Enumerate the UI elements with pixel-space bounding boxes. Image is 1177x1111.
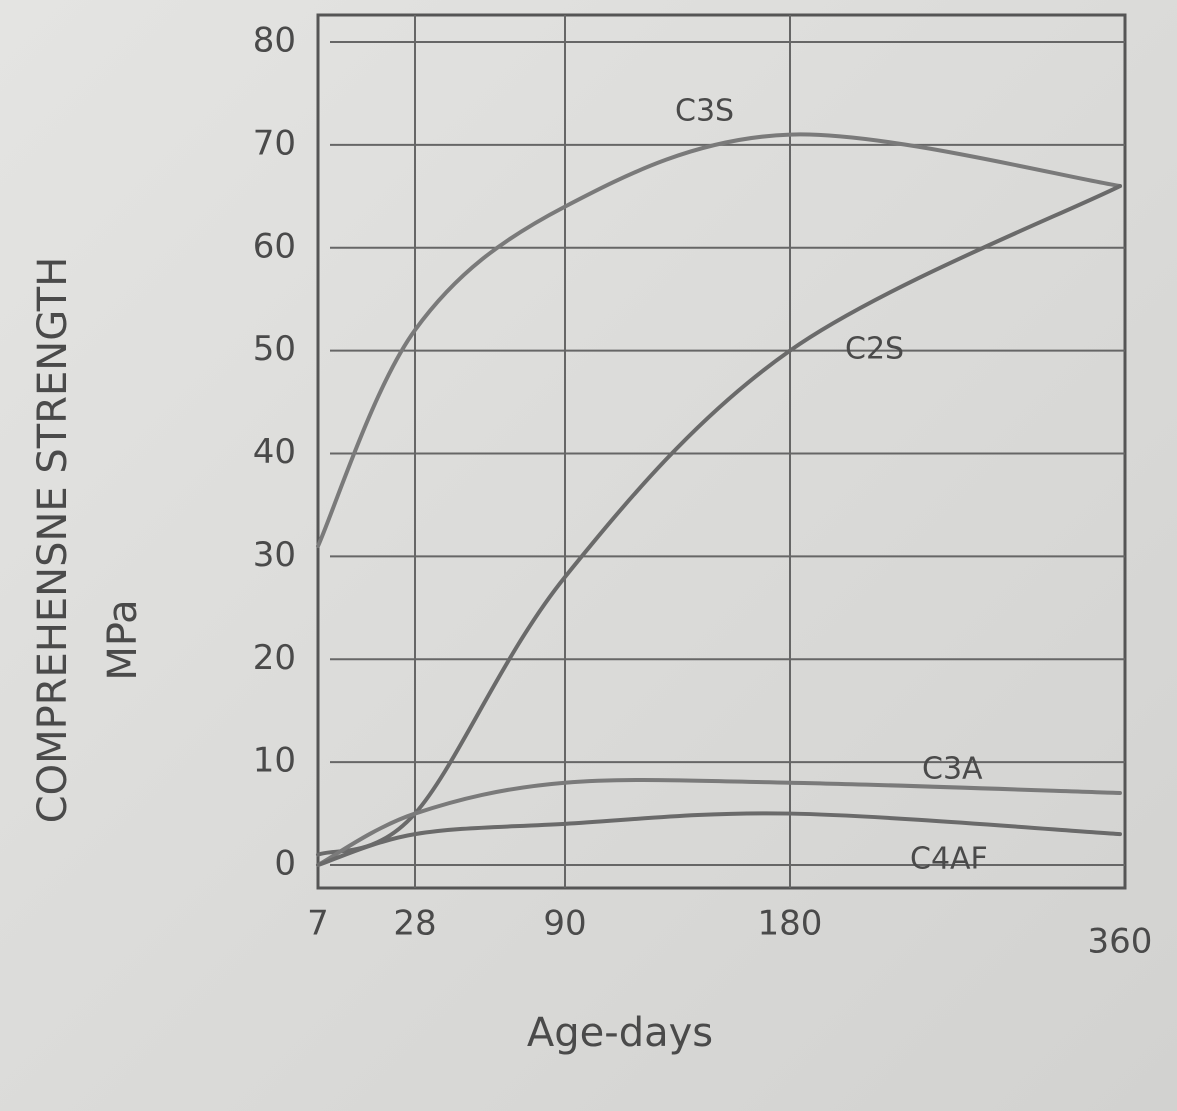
y-tick-label: 80: [253, 21, 296, 61]
series-line: [318, 813, 1120, 865]
series-line: [318, 134, 1120, 546]
y-axis-title: COMPREHENSNE STRENGTH: [30, 257, 76, 824]
chart: Age-days COMPREHENSNE STRENGTH MPa 0 10 20…: [0, 0, 1177, 1111]
x-axis-title: Age-days: [527, 1010, 713, 1056]
series-line: [318, 186, 1120, 855]
x-tick-label: 360: [1088, 922, 1153, 962]
x-tick-label: 7: [307, 904, 329, 944]
series-label: C4AF: [910, 842, 988, 877]
y-axis-unit: MPa: [100, 599, 146, 680]
x-tick-label: 180: [758, 904, 823, 944]
series-label: C2S: [845, 332, 904, 367]
y-tick-label: 10: [253, 741, 296, 781]
x-tick-label: 90: [543, 904, 586, 944]
x-tick-label: 28: [393, 904, 436, 944]
series-line: [318, 780, 1120, 865]
series-label: C3A: [922, 752, 983, 787]
y-tick-label: 30: [253, 535, 296, 575]
y-tick-label: 60: [253, 226, 296, 266]
plot-frame: [318, 15, 1125, 888]
y-tick-label: 50: [253, 329, 296, 369]
y-tick-label: 70: [253, 123, 296, 163]
y-tick-label: 0: [274, 844, 296, 884]
series-label: C3S: [675, 94, 734, 129]
y-tick-label: 40: [253, 432, 296, 472]
y-tick-label: 20: [253, 638, 296, 678]
